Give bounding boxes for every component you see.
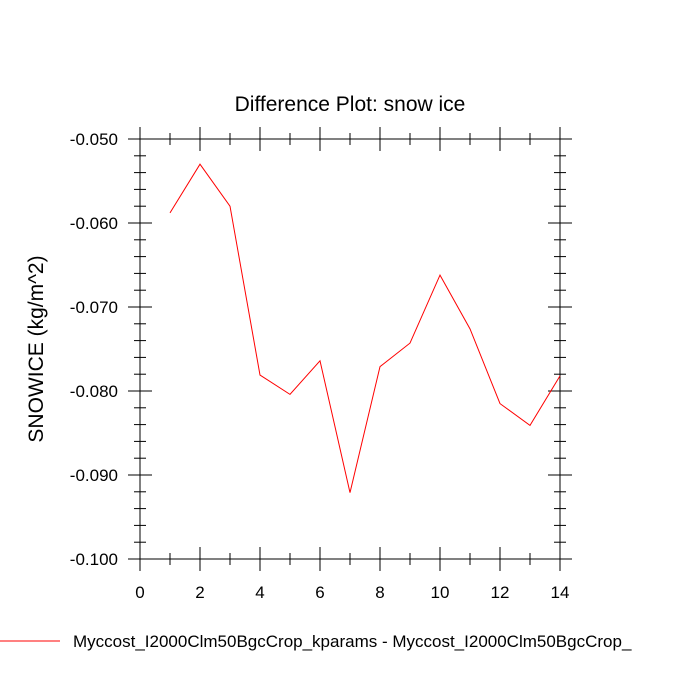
y-tick-labels: -0.100 -0.090 -0.080 -0.070 -0.060 -0.050	[70, 130, 118, 569]
y-tick-label: -0.090	[70, 466, 118, 485]
y-tick-label: -0.060	[70, 214, 118, 233]
series-line	[169, 163, 561, 493]
legend: Myccost_I2000Clm50BgcCrop_kparams - Mycc…	[0, 632, 632, 651]
y-tick-label: -0.080	[70, 382, 118, 401]
series-group	[169, 163, 561, 493]
y-tick-label: -0.100	[70, 550, 118, 569]
chart-title: Difference Plot: snow ice	[235, 93, 466, 116]
legend-label: Myccost_I2000Clm50BgcCrop_kparams - Mycc…	[73, 632, 632, 651]
x-tick-labels: 0 2 4 6 8 10 12 14	[135, 583, 569, 602]
x-tick-label: 4	[255, 583, 264, 602]
y-tick-label: -0.050	[70, 130, 118, 149]
x-tick-label: 10	[431, 583, 450, 602]
minor-ticks	[134, 133, 566, 565]
x-tick-label: 0	[135, 583, 144, 602]
x-tick-label: 6	[315, 583, 324, 602]
y-axis-label: SNOWICE (kg/m^2)	[25, 255, 48, 442]
y-tick-label: -0.070	[70, 298, 118, 317]
x-tick-label: 8	[375, 583, 384, 602]
x-tick-label: 2	[195, 583, 204, 602]
x-tick-label: 12	[491, 583, 510, 602]
x-tick-label: 14	[551, 583, 570, 602]
major-ticks	[128, 127, 572, 571]
plot-frame	[139, 138, 561, 560]
